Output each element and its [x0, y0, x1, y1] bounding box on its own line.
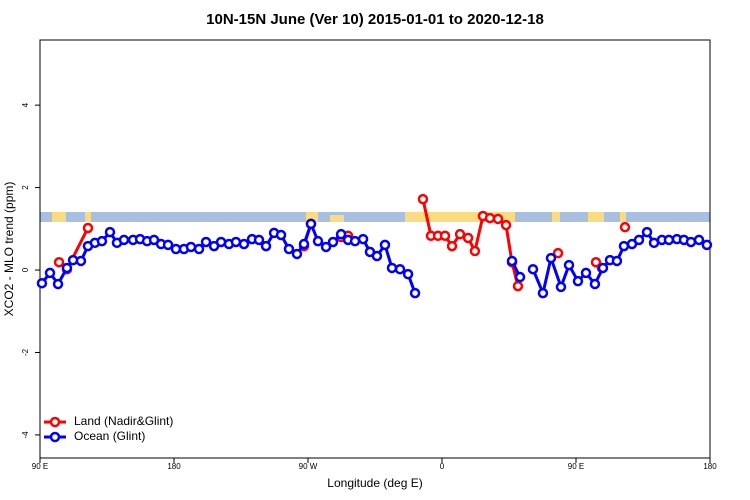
data-point	[44, 267, 56, 279]
data-point	[305, 218, 317, 230]
data-point	[417, 193, 429, 205]
x-tick-label: 90 E	[32, 462, 48, 471]
legend-label: Land (Nadir&Glint)	[74, 414, 173, 428]
data-point	[619, 221, 631, 233]
data-point	[701, 239, 713, 251]
data-point	[537, 287, 549, 299]
land-ocean-band	[40, 212, 710, 222]
data-point	[53, 256, 65, 268]
data-point	[253, 234, 265, 246]
data-point	[492, 213, 504, 225]
data-point	[641, 226, 653, 238]
data-point	[572, 275, 584, 287]
x-tick-label: 90 E	[568, 462, 584, 471]
data-point	[589, 278, 601, 290]
y-tick-label: 2	[21, 185, 30, 190]
data-point	[500, 219, 512, 231]
data-point	[590, 256, 602, 268]
data-point	[462, 232, 474, 244]
y-tick-label: 0	[21, 267, 30, 272]
data-point	[327, 236, 339, 248]
data-point	[454, 228, 466, 240]
data-point	[685, 236, 697, 248]
data-point	[446, 240, 458, 252]
data-point	[663, 234, 675, 246]
y-tick-label: 4	[21, 102, 30, 107]
data-point	[349, 235, 361, 247]
data-point	[563, 259, 575, 271]
data-point	[320, 241, 332, 253]
data-point	[298, 238, 310, 250]
data-point	[291, 248, 303, 260]
data-point	[96, 235, 108, 247]
data-point	[335, 228, 347, 240]
data-point	[386, 262, 398, 274]
data-point	[512, 280, 524, 292]
series	[36, 218, 713, 299]
x-tick-label: 180	[167, 462, 181, 471]
data-point	[633, 234, 645, 246]
data-point	[230, 236, 242, 248]
data-point	[618, 240, 630, 252]
x-axis-label: Longitude (deg E)	[327, 476, 422, 490]
data-point	[693, 234, 705, 246]
data-point	[104, 226, 116, 238]
data-point	[514, 271, 526, 283]
data-point	[394, 263, 406, 275]
legend-marker	[49, 416, 61, 428]
data-point	[371, 250, 383, 262]
data-point	[402, 268, 414, 280]
data-point	[238, 238, 250, 250]
legend-label: Ocean (Glint)	[74, 429, 145, 443]
data-point	[555, 281, 567, 293]
data-point	[82, 222, 94, 234]
data-point	[409, 287, 421, 299]
data-point	[118, 234, 130, 246]
y-tick-label: -2	[21, 348, 30, 356]
data-point	[357, 233, 369, 245]
chart-title: 10N-15N June (Ver 10) 2015-01-01 to 2020…	[206, 11, 544, 28]
data-point	[379, 239, 391, 251]
data-point	[283, 243, 295, 255]
y-axis-label: XCO2 - MLO trend (ppm)	[2, 182, 16, 317]
data-point	[439, 230, 451, 242]
data-point	[52, 278, 64, 290]
legend-marker	[49, 431, 61, 443]
data-point	[580, 267, 592, 279]
x-tick-label: 0	[440, 462, 445, 471]
data-point	[545, 252, 557, 264]
x-tick-label: 90 W	[299, 462, 318, 471]
data-point	[611, 255, 623, 267]
data-point	[36, 277, 48, 289]
data-point	[275, 229, 287, 241]
data-point	[193, 243, 205, 255]
data-point	[200, 236, 212, 248]
data-point	[260, 240, 272, 252]
plot-frame	[39, 39, 711, 459]
data-point	[484, 212, 496, 224]
y-tick-label: -4	[21, 431, 30, 439]
data-point	[185, 241, 197, 253]
data-point	[75, 255, 87, 267]
data-point	[597, 262, 609, 274]
data-point	[162, 239, 174, 251]
data-point	[61, 262, 73, 274]
data-point	[527, 263, 539, 275]
x-tick-label: 180	[703, 462, 717, 471]
data-point	[312, 235, 324, 247]
data-point	[506, 255, 518, 267]
data-point	[552, 247, 564, 259]
data-point	[469, 245, 481, 257]
